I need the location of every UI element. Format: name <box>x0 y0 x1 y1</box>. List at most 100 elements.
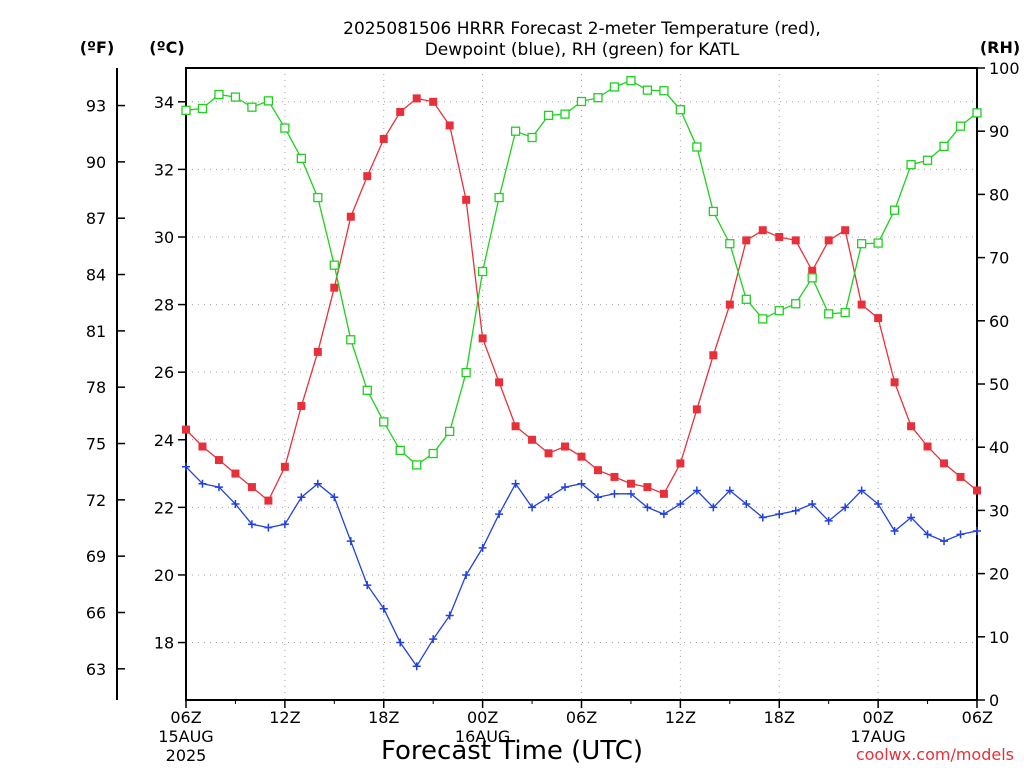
rh-point <box>922 155 933 165</box>
rh-tick-label: 30 <box>989 501 1009 520</box>
dewpoint-point <box>297 493 306 502</box>
temperature-point <box>412 94 421 103</box>
temperature-point <box>495 378 504 387</box>
dewpoint-point <box>561 483 570 492</box>
celsius-tick-label: 18 <box>154 634 174 653</box>
temperature-point <box>676 459 685 468</box>
temperature-point <box>956 472 965 481</box>
credit-text: coolwx.com/models <box>856 745 1014 764</box>
dewpoint-point <box>659 510 668 519</box>
temperature-point <box>214 456 223 465</box>
rh-point <box>280 123 290 133</box>
rh-point <box>576 96 587 107</box>
x-tick-label: 00Z <box>467 708 498 727</box>
temperature-point <box>775 232 784 241</box>
temperature-point <box>511 422 520 431</box>
rh-point <box>494 192 504 203</box>
rh-point <box>230 92 241 102</box>
temperature-point <box>396 107 405 116</box>
temperature-point <box>808 266 817 275</box>
series-layer <box>181 75 982 671</box>
celsius-tick-label: 34 <box>154 93 174 112</box>
rh-point <box>593 93 603 103</box>
rh-tick-label: 80 <box>989 185 1009 204</box>
fahrenheit-tick-label: 78 <box>86 378 106 397</box>
rh-point <box>362 385 372 395</box>
dewpoint-point <box>363 581 372 590</box>
temperature-point <box>313 347 322 356</box>
x-tick-label: 00Z <box>862 708 893 727</box>
x-tick-label: 12Z <box>269 708 300 727</box>
x-tick-label: 06Z <box>566 708 597 727</box>
x-tick-year-label: 2025 <box>166 746 207 765</box>
fahrenheit-tick-label: 93 <box>86 97 106 116</box>
temperature-point <box>659 489 668 498</box>
dewpoint-point <box>198 479 207 488</box>
axes <box>116 67 978 701</box>
rh-point <box>774 306 784 316</box>
temperature-point <box>923 442 932 451</box>
dewpoint-point <box>445 611 454 620</box>
dewpoint-point <box>462 570 471 579</box>
rh-point <box>725 239 735 249</box>
dewpoint-point <box>758 513 767 522</box>
temperature-point <box>280 462 289 471</box>
dewpoint-point <box>626 489 635 498</box>
celsius-tick-label: 32 <box>154 160 174 179</box>
rh-point <box>659 86 669 96</box>
temperature-point <box>742 236 751 245</box>
rh-point <box>873 238 883 248</box>
dewpoint-point <box>874 499 883 508</box>
rh-point <box>972 108 982 118</box>
rh-point <box>609 82 620 92</box>
rh-point <box>642 85 653 95</box>
dewpoint-point <box>610 489 619 498</box>
temperature-point <box>692 405 701 414</box>
temperature-point <box>791 236 800 245</box>
temperature-point <box>890 378 899 387</box>
rh-point <box>906 160 916 170</box>
dewpoint-point <box>593 493 602 502</box>
rh-point <box>477 266 488 277</box>
rh-tick-label: 50 <box>989 375 1009 394</box>
dewpoint-point <box>528 503 537 512</box>
celsius-tick-label: 22 <box>154 498 174 517</box>
temperature-point <box>973 486 981 495</box>
rh-point <box>856 239 867 249</box>
rh-point <box>214 89 224 100</box>
temperature-point <box>478 334 487 343</box>
temperature-point <box>528 435 537 444</box>
fahrenheit-tick-label: 63 <box>86 660 106 679</box>
dewpoint-point <box>808 499 817 508</box>
dewpoint-point <box>973 527 981 536</box>
fahrenheit-tick-label: 87 <box>86 209 106 228</box>
dewpoint-point <box>907 513 916 522</box>
temperature-point <box>709 351 718 360</box>
dewpoint-point <box>231 499 240 508</box>
x-tick-date-label: 16AUG <box>455 727 510 746</box>
dewpoint-point <box>214 483 223 492</box>
temperature-point <box>561 442 570 451</box>
dewpoint-point <box>709 503 718 512</box>
chart-title-line2: Dewpoint (blue), RH (green) for KATL <box>425 40 740 60</box>
celsius-unit-label: (ºC) <box>149 38 184 57</box>
rh-point <box>708 206 718 217</box>
rh-point <box>791 299 801 309</box>
rh-point <box>840 307 850 318</box>
rh-tick-label: 70 <box>989 249 1009 268</box>
rh-unit-label: (RH) <box>980 38 1020 57</box>
dewpoint-point <box>742 499 751 508</box>
temperature-point <box>198 442 207 451</box>
fahrenheit-tick-label: 69 <box>86 547 106 566</box>
temperature-point <box>346 212 355 221</box>
x-axis-title: Forecast Time (UTC) <box>381 736 643 766</box>
rh-tick-label: 0 <box>989 691 999 710</box>
fahrenheit-tick-label: 75 <box>86 435 106 454</box>
temperature-point <box>874 314 883 323</box>
x-tick-label: 12Z <box>665 708 696 727</box>
temperature-point <box>297 401 306 410</box>
rh-point <box>527 132 537 143</box>
rh-point <box>412 460 422 470</box>
celsius-tick-label: 30 <box>154 228 174 247</box>
temperature-point <box>610 472 619 481</box>
